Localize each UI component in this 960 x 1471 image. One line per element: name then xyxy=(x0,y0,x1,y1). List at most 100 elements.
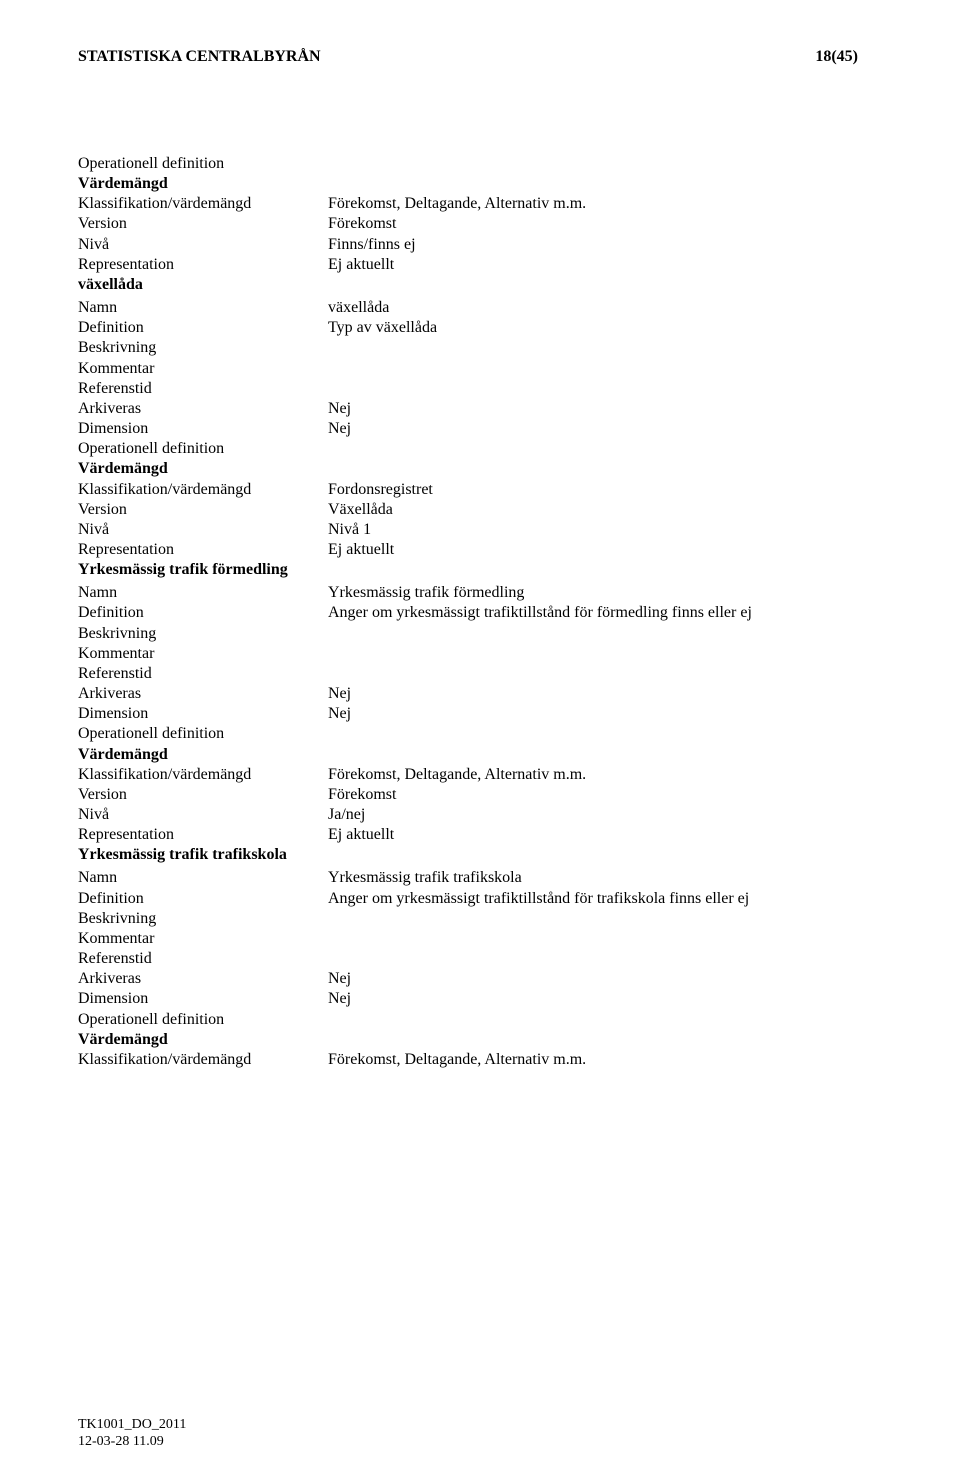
definition-row: VersionFörekomst xyxy=(78,785,882,805)
definition-row: RepresentationEj aktuellt xyxy=(78,255,882,275)
field-value xyxy=(328,929,882,949)
field-value xyxy=(328,359,882,379)
field-label: Beskrivning xyxy=(78,624,328,644)
field-value: växellåda xyxy=(328,298,882,318)
field-value: Yrkesmässig trafik trafikskola xyxy=(328,868,882,888)
field-label: Arkiveras xyxy=(78,969,328,989)
definition-row: Kommentar xyxy=(78,644,882,664)
definition-row: DimensionNej xyxy=(78,419,882,439)
field-value: Växellåda xyxy=(328,500,882,520)
section-heading: Värdemängd xyxy=(78,745,882,765)
field-value: Nivå 1 xyxy=(328,520,882,540)
field-value: Förekomst, Deltagande, Alternativ m.m. xyxy=(328,1050,882,1070)
definition-row: ArkiverasNej xyxy=(78,969,882,989)
field-value xyxy=(328,724,882,744)
section-heading: Värdemängd xyxy=(78,1030,882,1050)
definition-row: DefinitionTyp av växellåda xyxy=(78,318,882,338)
definition-row: Referenstid xyxy=(78,664,882,684)
definition-row: DimensionNej xyxy=(78,704,882,724)
field-value xyxy=(328,664,882,684)
field-label: Version xyxy=(78,500,328,520)
field-value: Finns/finns ej xyxy=(328,235,882,255)
definition-row: ArkiverasNej xyxy=(78,399,882,419)
field-label: Nivå xyxy=(78,235,328,255)
field-label: Namn xyxy=(78,298,328,318)
field-label: Definition xyxy=(78,318,328,338)
field-value: Ja/nej xyxy=(328,805,882,825)
definition-row: ArkiverasNej xyxy=(78,684,882,704)
definition-row: RepresentationEj aktuellt xyxy=(78,825,882,845)
doc-timestamp: 12-03-28 11.09 xyxy=(78,1434,186,1451)
field-value: Ej aktuellt xyxy=(328,825,882,845)
field-value: Nej xyxy=(328,684,882,704)
section-heading: Värdemängd xyxy=(78,459,882,479)
field-value: Ej aktuellt xyxy=(328,255,882,275)
field-label: Representation xyxy=(78,540,328,560)
field-label: Kommentar xyxy=(78,644,328,664)
definition-row: Operationell definition xyxy=(78,154,882,174)
field-label: Klassifikation/värdemängd xyxy=(78,480,328,500)
field-value: Yrkesmässig trafik förmedling xyxy=(328,583,882,603)
field-value: Förekomst xyxy=(328,785,882,805)
page-footer: TK1001_DO_2011 12-03-28 11.09 xyxy=(78,1417,186,1451)
definition-row: DefinitionAnger om yrkesmässigt trafikti… xyxy=(78,603,882,623)
field-label: Representation xyxy=(78,825,328,845)
section-heading: Värdemängd xyxy=(78,174,882,194)
field-value xyxy=(328,1010,882,1030)
document-body: Operationell definitionVärdemängdKlassif… xyxy=(78,154,882,1070)
definition-row: NivåNivå 1 xyxy=(78,520,882,540)
field-value xyxy=(328,949,882,969)
definition-row: Beskrivning xyxy=(78,909,882,929)
definition-row: Klassifikation/värdemängdFörekomst, Delt… xyxy=(78,765,882,785)
section-heading: Yrkesmässig trafik förmedling xyxy=(78,560,882,580)
definition-row: Klassifikation/värdemängdFörekomst, Delt… xyxy=(78,1050,882,1070)
field-label: Klassifikation/värdemängd xyxy=(78,1050,328,1070)
field-label: Version xyxy=(78,785,328,805)
field-value xyxy=(328,909,882,929)
field-value xyxy=(328,154,882,174)
section-heading: växellåda xyxy=(78,275,882,295)
definition-row: Kommentar xyxy=(78,359,882,379)
field-value: Förekomst, Deltagande, Alternativ m.m. xyxy=(328,765,882,785)
field-value: Nej xyxy=(328,419,882,439)
field-value: Fordonsregistret xyxy=(328,480,882,500)
definition-row: Klassifikation/värdemängdFordonsregistre… xyxy=(78,480,882,500)
doc-id: TK1001_DO_2011 xyxy=(78,1417,186,1434)
field-label: Nivå xyxy=(78,520,328,540)
definition-row: RepresentationEj aktuellt xyxy=(78,540,882,560)
definition-row: Operationell definition xyxy=(78,724,882,744)
definition-row: Referenstid xyxy=(78,949,882,969)
field-value xyxy=(328,624,882,644)
definition-row: Klassifikation/värdemängdFörekomst, Delt… xyxy=(78,194,882,214)
field-label: Referenstid xyxy=(78,664,328,684)
field-value xyxy=(328,439,882,459)
field-label: Operationell definition xyxy=(78,154,328,174)
definition-row: NivåJa/nej xyxy=(78,805,882,825)
field-label: Namn xyxy=(78,868,328,888)
field-label: Kommentar xyxy=(78,929,328,949)
field-label: Definition xyxy=(78,889,328,909)
field-label: Version xyxy=(78,214,328,234)
definition-row: DimensionNej xyxy=(78,989,882,1009)
field-label: Operationell definition xyxy=(78,1010,328,1030)
field-value: Typ av växellåda xyxy=(328,318,882,338)
field-label: Dimension xyxy=(78,704,328,724)
definition-row: VersionVäxellåda xyxy=(78,500,882,520)
field-label: Operationell definition xyxy=(78,724,328,744)
field-value: Förekomst, Deltagande, Alternativ m.m. xyxy=(328,194,882,214)
definition-row: DefinitionAnger om yrkesmässigt trafikti… xyxy=(78,889,882,909)
field-value xyxy=(328,644,882,664)
page-number: 18(45) xyxy=(815,48,858,66)
field-label: Klassifikation/värdemängd xyxy=(78,765,328,785)
field-label: Dimension xyxy=(78,989,328,1009)
page-header: STATISTISKA CENTRALBYRÅN 18(45) xyxy=(78,48,882,66)
field-label: Klassifikation/värdemängd xyxy=(78,194,328,214)
definition-row: Namnväxellåda xyxy=(78,298,882,318)
definition-row: Operationell definition xyxy=(78,439,882,459)
field-label: Arkiveras xyxy=(78,399,328,419)
definition-row: NivåFinns/finns ej xyxy=(78,235,882,255)
field-value: Nej xyxy=(328,704,882,724)
definition-row: VersionFörekomst xyxy=(78,214,882,234)
definition-row: Kommentar xyxy=(78,929,882,949)
field-label: Beskrivning xyxy=(78,338,328,358)
